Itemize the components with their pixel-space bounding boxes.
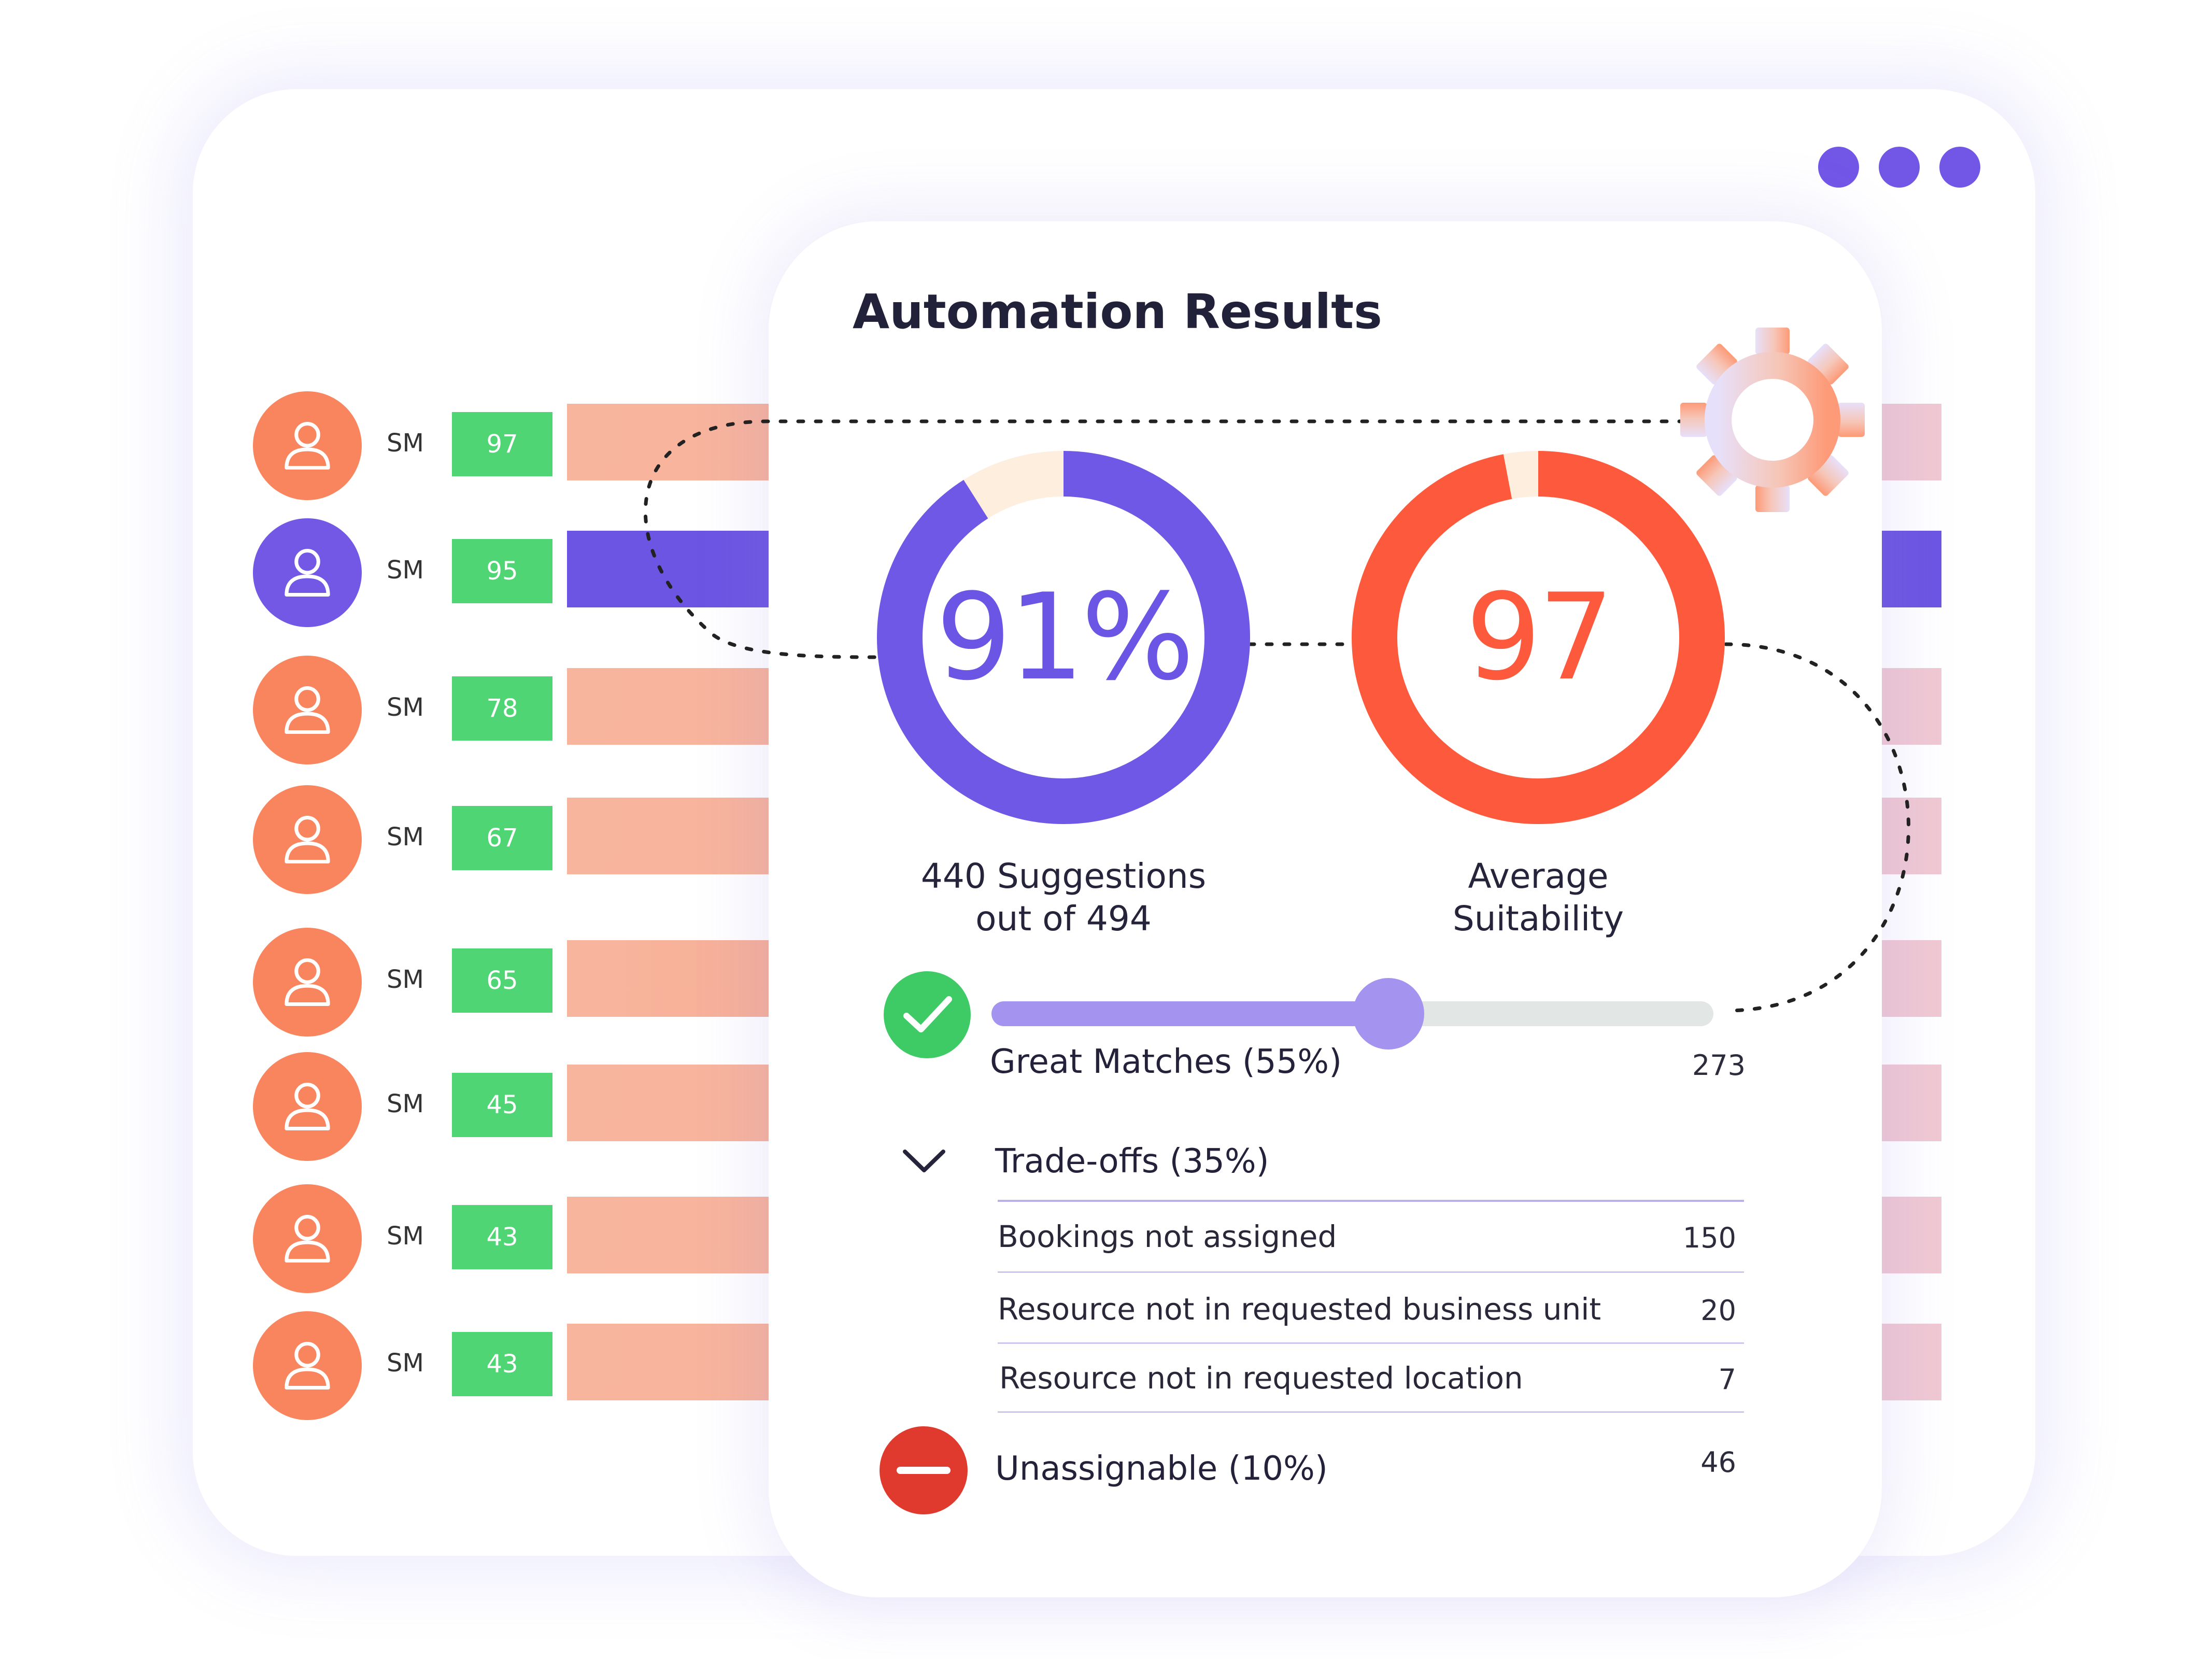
divider: [998, 1271, 1744, 1273]
slider-handle[interactable]: [1353, 978, 1425, 1050]
score-badge: 97: [452, 412, 552, 476]
tradeoff-row-count: 150: [1682, 1222, 1736, 1254]
menu-dot-icon: [1818, 147, 1859, 188]
resource-initials: SM: [387, 556, 424, 585]
suitability-bar-end: [1880, 1324, 1941, 1400]
tradeoffs-label[interactable]: Trade-offs (35%): [995, 1142, 1269, 1181]
user-avatar-icon: [253, 1184, 362, 1293]
user-avatar-icon: [253, 1311, 362, 1420]
suggestions-caption: 440 Suggestions out of 494: [856, 855, 1271, 940]
score-badge: 43: [452, 1332, 552, 1396]
suitability-bar-end: [1880, 668, 1941, 745]
suggestions-caption-line2: out of 494: [975, 899, 1152, 939]
menu-dot-icon: [1879, 147, 1920, 188]
resource-initials: SM: [387, 1089, 424, 1118]
score-badge: 45: [452, 1073, 552, 1137]
tradeoff-row-label: Resource not in requested location: [999, 1360, 1523, 1396]
suitability-caption-line2: Suitability: [1452, 899, 1624, 939]
card-title: Automation Results: [853, 284, 1382, 339]
user-avatar-icon: [253, 391, 362, 500]
great-matches-label: Great Matches (55%): [990, 1043, 1342, 1081]
suitability-bar-end: [1880, 940, 1941, 1017]
tradeoff-row-label: Bookings not assigned: [998, 1219, 1337, 1254]
suitability-bar-end: [1880, 1065, 1941, 1141]
resource-initials: SM: [387, 1222, 424, 1251]
score-badge: 67: [452, 806, 552, 870]
user-avatar-icon: [253, 785, 362, 894]
suitability-bar-end: [1880, 531, 1941, 607]
suitability-caption: Average Suitability: [1357, 855, 1720, 940]
great-matches-count: 273: [1692, 1049, 1746, 1082]
great-matches-slider[interactable]: [991, 978, 1713, 1050]
score-badge: 65: [452, 948, 552, 1013]
suggestions-caption-line1: 440 Suggestions: [920, 856, 1207, 896]
suitability-score: 97: [1465, 568, 1614, 707]
score-badge: 78: [452, 676, 552, 741]
score-badge: 95: [452, 539, 552, 603]
unassignable-count: 46: [1700, 1446, 1736, 1479]
unassignable-label[interactable]: Unassignable (10%): [995, 1450, 1328, 1488]
user-avatar-icon: [253, 656, 362, 764]
user-avatar-icon: [253, 518, 362, 627]
divider: [998, 1411, 1744, 1413]
tradeoff-row-count: 20: [1700, 1294, 1736, 1327]
user-avatar-icon: [253, 928, 362, 1037]
check-icon: [884, 971, 971, 1058]
user-avatar-icon: [253, 1052, 362, 1161]
divider: [998, 1342, 1744, 1344]
slider-fill: [991, 1001, 1389, 1026]
suitability-caption-line1: Average: [1468, 856, 1609, 896]
suggestions-percentage: 91%: [935, 568, 1194, 707]
resource-initials: SM: [387, 823, 424, 852]
suitability-bar-end: [1880, 798, 1941, 874]
divider: [998, 1200, 1744, 1202]
resource-initials: SM: [387, 429, 424, 458]
resource-initials: SM: [387, 965, 424, 994]
menu-dot-icon: [1939, 147, 1980, 188]
chevron-down-icon[interactable]: [901, 1145, 947, 1176]
resource-initials: SM: [387, 693, 424, 722]
more-options-button[interactable]: [1818, 147, 1980, 188]
suitability-bar-end: [1880, 1197, 1941, 1273]
resource-initials: SM: [387, 1349, 424, 1378]
suitability-bar-end: [1880, 404, 1941, 480]
tradeoff-row-label: Resource not in requested business unit: [998, 1292, 1601, 1327]
tradeoff-row-count: 7: [1718, 1363, 1736, 1396]
score-badge: 43: [452, 1205, 552, 1269]
minus-icon: [880, 1426, 968, 1514]
